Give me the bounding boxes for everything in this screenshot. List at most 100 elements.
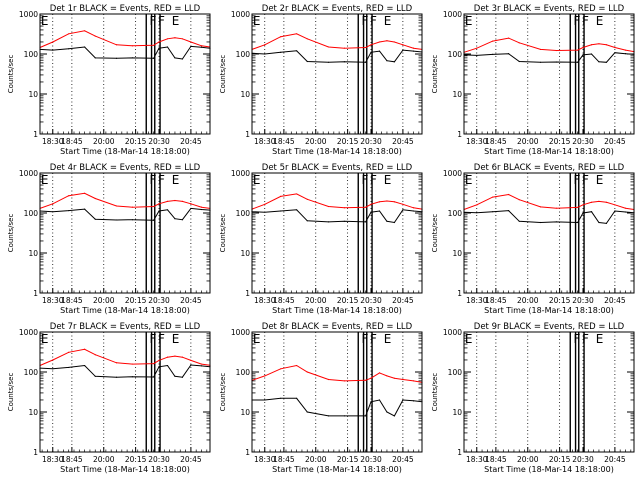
y-axis-label: Counts/sec (7, 55, 15, 94)
x-tick-label: 20:45 (180, 296, 202, 305)
data-point (296, 209, 298, 211)
data-point (158, 47, 160, 49)
data-point (181, 58, 183, 60)
data-point (68, 195, 70, 197)
data-point (166, 209, 169, 211)
data-point (153, 57, 155, 59)
data-point (153, 44, 155, 46)
data-point (343, 61, 346, 63)
data-point (378, 50, 381, 52)
data-point (605, 44, 607, 46)
x-tick-label: 20:15 (125, 296, 147, 305)
series-line-lld (463, 37, 635, 53)
series-line-lld (39, 348, 211, 366)
data-point (386, 375, 388, 377)
y-tick-label: 1000 (443, 169, 462, 178)
data-point (306, 38, 308, 40)
data-point (68, 366, 70, 369)
flag-label: E (172, 332, 180, 346)
data-point (306, 220, 308, 222)
data-point (280, 397, 282, 399)
data-point (115, 362, 118, 364)
data-point (343, 415, 346, 417)
data-point (174, 218, 176, 220)
x-tick-label: 20:15 (549, 137, 571, 146)
data-point (386, 220, 388, 222)
chart-title: Det 7r BLACK = Events, RED = LLD (50, 322, 201, 332)
flag-label: F (582, 14, 589, 28)
y-tick-label: 1 (33, 289, 38, 298)
data-point (412, 400, 415, 402)
x-tick-label: 20:30 (360, 137, 382, 146)
x-axis-label: Start Time (18-Mar-14 18:18:00) (272, 306, 402, 315)
data-point (393, 41, 395, 43)
y-tick-label: 1000 (19, 328, 38, 337)
y-tick-label: 1000 (443, 328, 462, 337)
data-point (518, 199, 520, 201)
x-tick-label: 18:45 (485, 137, 507, 146)
x-tick-label: 20:15 (125, 137, 147, 146)
flag-label: F (361, 173, 368, 187)
x-axis-label: Start Time (18-Mar-14 18:18:00) (484, 306, 614, 315)
x-tick-label: 18:30 (42, 455, 64, 464)
data-point (539, 221, 542, 224)
data-point (296, 193, 298, 195)
data-point (539, 206, 542, 208)
data-point (306, 198, 308, 200)
y-tick-label: 10 (28, 408, 38, 417)
plot-frame (39, 331, 211, 453)
data-point (412, 210, 415, 212)
x-tick-label: 18:45 (273, 455, 295, 464)
x-tick-label: 18:45 (61, 455, 83, 464)
plot-frame (463, 13, 635, 135)
data-point (131, 45, 134, 47)
data-point (412, 50, 415, 52)
y-tick-label: 10 (28, 90, 38, 99)
series-line-lld (251, 193, 423, 210)
data-point (166, 356, 169, 358)
data-point (492, 53, 494, 55)
data-point (200, 365, 203, 367)
data-point (492, 196, 494, 198)
data-point (624, 49, 627, 51)
x-tick-label: 18:30 (42, 137, 64, 146)
data-point (190, 41, 192, 43)
data-point (52, 211, 54, 213)
data-point (158, 366, 160, 368)
data-point (476, 54, 478, 57)
data-point (94, 354, 96, 356)
data-point (577, 221, 579, 224)
flag-label: F (158, 14, 165, 28)
y-tick-label: 100 (236, 368, 251, 377)
flag-label: E (596, 332, 604, 346)
data-point (131, 206, 134, 208)
flag-label: E (596, 173, 604, 187)
series-line-events (39, 45, 211, 60)
data-point (280, 51, 282, 53)
y-tick-label: 100 (448, 50, 463, 59)
flag-label: F (361, 14, 368, 28)
data-point (115, 219, 118, 221)
data-point (402, 378, 404, 381)
data-point (68, 351, 70, 353)
y-axis-label: Counts/sec (7, 373, 15, 412)
y-axis-label: Counts/sec (431, 55, 439, 94)
x-tick-label: 18:30 (254, 296, 276, 305)
x-tick-label: 20:30 (148, 137, 170, 146)
data-point (605, 201, 607, 203)
y-tick-label: 1 (245, 130, 250, 139)
data-point (181, 219, 183, 221)
data-point (378, 201, 381, 203)
data-point (94, 218, 96, 220)
flag-label: E (253, 14, 261, 28)
x-tick-label: 18:45 (485, 455, 507, 464)
y-tick-label: 1000 (231, 328, 250, 337)
data-point (52, 41, 54, 43)
x-tick-label: 20:00 (93, 296, 115, 305)
plot-frame (463, 331, 635, 453)
